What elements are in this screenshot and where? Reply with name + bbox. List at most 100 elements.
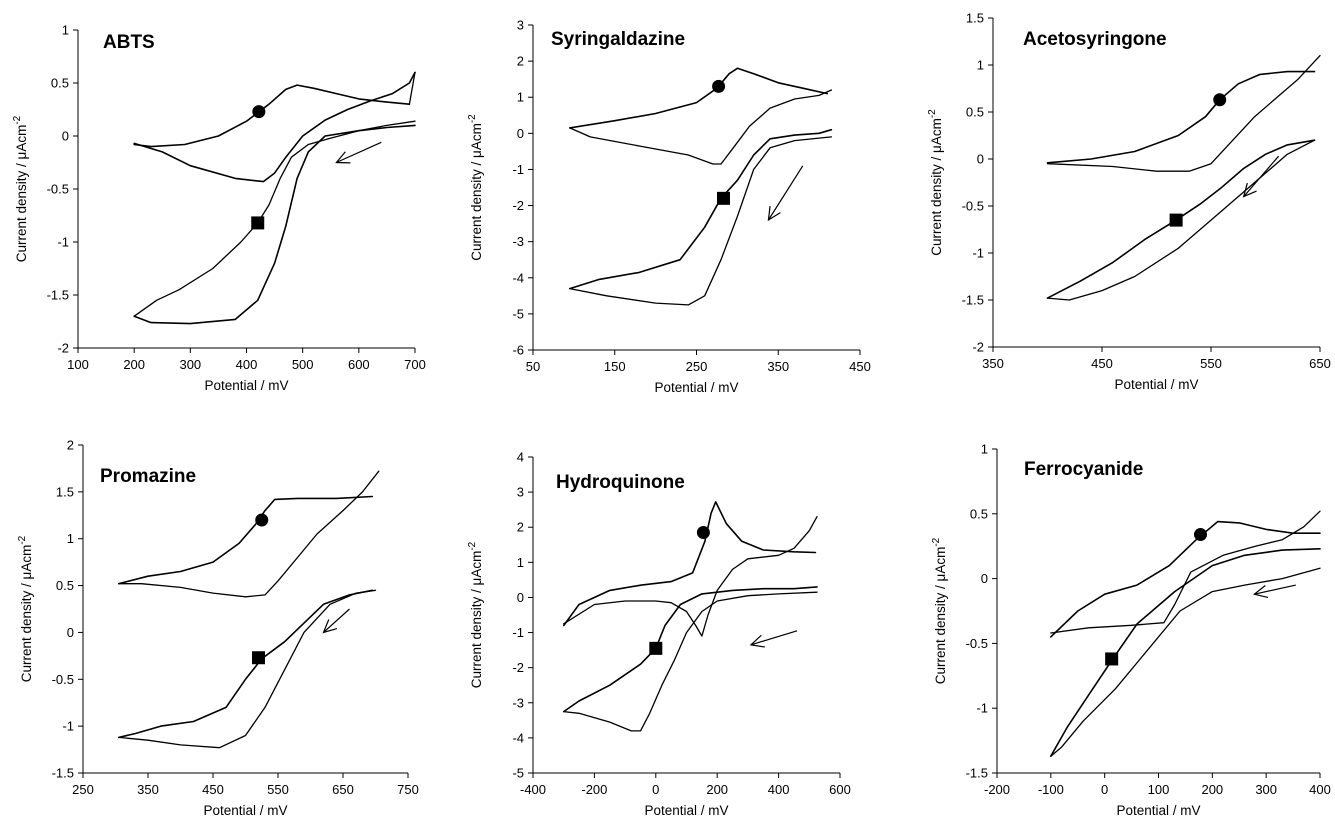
x-tick-label: 200	[123, 357, 145, 372]
y-tick-label: 0	[981, 571, 988, 586]
panel-title: Promazine	[100, 466, 196, 487]
series-line-0	[568, 67, 829, 129]
series-line-0	[1046, 70, 1316, 164]
series-line-1	[1050, 510, 1321, 634]
series-line-2	[562, 586, 818, 713]
x-tick-label: 350	[137, 782, 159, 797]
direction-arrow-head	[749, 634, 765, 648]
x-tick-label: 0	[652, 782, 659, 797]
x-tick-label: 200	[1201, 782, 1223, 797]
x-tick-label: -200	[581, 782, 607, 797]
y-axis-label: Current density / μAcm-2	[17, 535, 34, 682]
circle-marker	[252, 105, 266, 119]
x-axis-label: Potential / mV	[204, 378, 288, 393]
y-tick-label: -1	[512, 625, 524, 640]
x-tick-label: 100	[67, 357, 89, 372]
x-tick-label: 0	[1101, 782, 1108, 797]
y-tick-label: 4	[517, 450, 524, 465]
series-line-3	[1046, 139, 1316, 301]
y-tick-label: 0.5	[56, 578, 74, 593]
x-tick-label: 350	[982, 356, 1004, 371]
y-tick-label: -0.5	[962, 199, 984, 214]
y-axis-label-mu: μ	[929, 145, 944, 153]
y-tick-label: -1.5	[52, 766, 74, 781]
y-axis-label-main: Current density /	[469, 585, 484, 688]
y-axis-label-exp: -2	[12, 115, 23, 124]
series-line-3	[569, 136, 833, 306]
y-tick-label: -2	[972, 340, 984, 355]
y-tick-label: -5	[512, 766, 524, 781]
y-tick-label: 0	[67, 625, 74, 640]
chart-panel-1: 50 150 250 350 450 -6 -5 -4 -3 -2 -1 0 1 2 3 Potential …	[467, 18, 871, 396]
series-line-0	[118, 495, 374, 585]
y-tick-label: -2	[512, 660, 524, 675]
y-tick-label: -1	[62, 719, 74, 734]
y-tick-label: 3	[517, 18, 524, 33]
circle-marker	[696, 525, 710, 539]
y-axis-label-exp: -2	[467, 114, 478, 123]
y-tick-label: -4	[512, 730, 524, 745]
x-tick-label: 300	[179, 357, 201, 372]
y-tick-label: 3	[517, 485, 524, 500]
panel-title: Acetosyringone	[1023, 29, 1167, 50]
panel-title: Hydroquinone	[556, 472, 685, 493]
panel-title: Syringaldazine	[551, 29, 685, 50]
series-line-2	[133, 71, 416, 183]
series-line-2	[568, 128, 833, 290]
x-tick-label: 450	[1091, 356, 1113, 371]
y-tick-label: -5	[512, 306, 524, 321]
x-tick-label: -200	[984, 782, 1010, 797]
y-tick-label: 0	[517, 126, 524, 141]
y-axis-label: Current density / μAcm-2	[12, 115, 29, 262]
square-marker	[1105, 652, 1119, 666]
x-tick-label: 200	[706, 782, 728, 797]
series-line-3	[118, 589, 377, 749]
circle-marker	[1213, 93, 1227, 107]
x-tick-label: -400	[520, 782, 546, 797]
y-axis-label-main: Current density /	[469, 158, 484, 261]
series-line-2	[1046, 139, 1316, 299]
direction-arrow-shaft	[1243, 155, 1280, 197]
y-axis-label-main: Current density /	[14, 159, 29, 262]
y-tick-label: -2	[512, 198, 524, 213]
y-axis-label-mu: μ	[933, 574, 948, 582]
y-tick-label: -3	[512, 695, 524, 710]
x-tick-label: 650	[1309, 356, 1331, 371]
x-axis-label: Potential / mV	[644, 803, 728, 818]
square-marker	[1169, 213, 1183, 227]
series-line-0	[1050, 520, 1321, 638]
direction-arrow-head	[767, 206, 781, 222]
x-tick-label: 700	[404, 357, 426, 372]
chart-panel-2: 350 450 550 650 -2 -1.5 -1 -0.5 0 0.5 1 1.5 Potentia…	[927, 11, 1331, 393]
x-tick-label: 450	[202, 782, 224, 797]
y-axis-label-unit: Acm	[19, 545, 34, 572]
square-marker	[716, 191, 730, 205]
y-tick-label: 0.5	[966, 105, 984, 120]
y-tick-label: -0.5	[47, 182, 69, 197]
series-line-1	[408, 71, 416, 105]
series-line-1	[1046, 54, 1321, 172]
direction-arrow-head	[1252, 585, 1269, 598]
direction-arrow-shaft	[750, 630, 798, 646]
series-line-3	[563, 591, 818, 732]
y-axis-label-unit: Acm	[929, 118, 944, 145]
x-tick-label: 400	[236, 357, 258, 372]
x-tick-label: 400	[1309, 782, 1331, 797]
y-axis-label-exp: -2	[927, 109, 938, 118]
chart-panel-3: 250 350 450 550 650 750 -1.5 -1 -0.5 0 0.5 1 1.5 2 Pot…	[17, 438, 419, 819]
x-tick-label: 400	[768, 782, 790, 797]
x-axis-label: Potential / mV	[1116, 803, 1200, 818]
series-line-4	[133, 124, 416, 325]
x-tick-label: 450	[849, 359, 871, 374]
direction-arrow-shaft	[767, 165, 804, 221]
y-tick-label: -1.5	[962, 293, 984, 308]
square-marker	[251, 216, 265, 230]
series-line-0	[133, 84, 411, 148]
y-tick-label: -1	[976, 701, 988, 716]
y-axis-label-unit: Acm	[933, 547, 948, 574]
x-tick-label: 500	[292, 357, 314, 372]
y-tick-label: 0	[517, 590, 524, 605]
y-axis-label-unit: Acm	[469, 123, 484, 150]
y-tick-label: 1.5	[966, 11, 984, 26]
